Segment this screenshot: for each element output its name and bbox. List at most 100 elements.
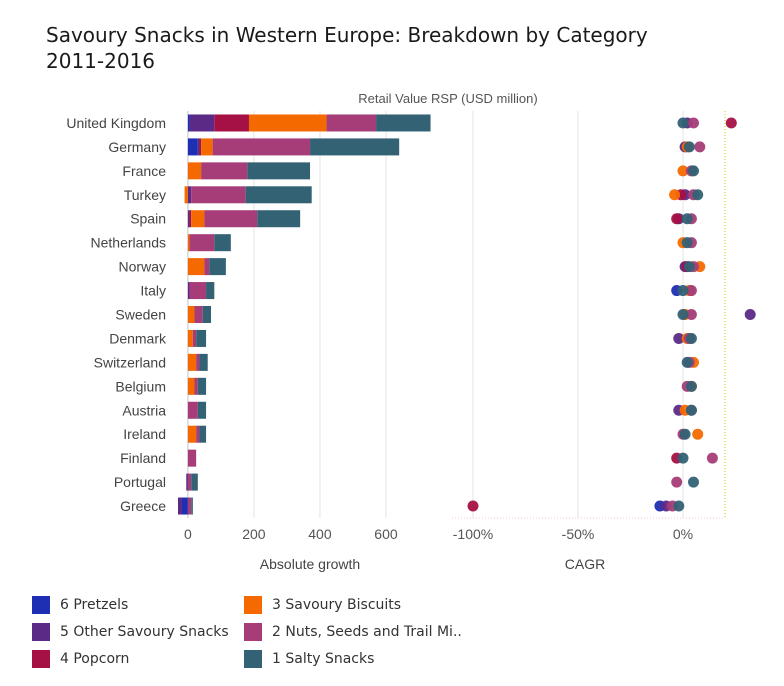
cagr-dot xyxy=(685,332,697,344)
bar-segment xyxy=(199,353,208,371)
bar-segment xyxy=(214,234,231,252)
category-label: Italy xyxy=(140,283,166,299)
cagr-dot xyxy=(688,476,699,488)
category-label: Switzerland xyxy=(94,354,166,370)
bar-segment xyxy=(201,162,248,180)
category-label: France xyxy=(122,163,166,179)
legend-item-other-savoury-snacks[interactable]: 5 Other Savoury Snacks xyxy=(32,623,229,641)
bar-segment xyxy=(247,162,311,180)
legend-item-salty-snacks[interactable]: 1 Salty Snacks xyxy=(244,650,374,668)
cagr-dot xyxy=(671,476,683,488)
bar-segment xyxy=(187,306,195,323)
category-label: Sweden xyxy=(115,307,166,323)
cagr-dot xyxy=(669,189,681,201)
bar-segment xyxy=(189,234,215,252)
cagr-dot xyxy=(744,309,756,320)
category-label: Greece xyxy=(120,498,166,514)
x-tick-label: 400 xyxy=(308,526,332,542)
category-label: Denmark xyxy=(109,330,167,346)
category-label: Belgium xyxy=(115,378,166,394)
bar-segment xyxy=(187,377,195,395)
cagr-dot xyxy=(671,213,683,225)
legend-item-pretzels[interactable]: 6 Pretzels xyxy=(32,596,128,614)
bar-segment xyxy=(197,138,200,156)
bar-segment xyxy=(181,497,188,515)
bar-segment xyxy=(187,282,190,300)
bar-segment xyxy=(187,234,190,252)
bar-segment xyxy=(197,377,207,395)
bar-segment xyxy=(191,186,246,204)
bar-segment xyxy=(187,258,205,276)
cagr-dot xyxy=(677,285,689,297)
legend-label: 1 Salty Snacks xyxy=(272,651,375,667)
category-label: Netherlands xyxy=(91,235,167,251)
bar-segment xyxy=(189,282,207,300)
bar-segment xyxy=(204,258,210,276)
cagr-dot xyxy=(683,261,695,273)
bar-segment xyxy=(209,258,226,276)
bar-segment xyxy=(186,473,188,491)
x-tick-label: 200 xyxy=(242,526,266,542)
category-label: Portugal xyxy=(114,474,166,490)
legend-swatch xyxy=(244,623,262,641)
category-label: Finland xyxy=(120,450,166,466)
cagr-dot xyxy=(467,500,479,512)
bar-segment xyxy=(191,497,193,515)
cagr-dot xyxy=(681,237,693,249)
cagr-dot xyxy=(677,452,689,464)
cagr-dot xyxy=(694,141,706,153)
bar-segment xyxy=(187,473,192,491)
bar-segment xyxy=(199,138,202,156)
cagr-dot xyxy=(706,452,718,464)
cagr-dot xyxy=(725,117,737,129)
cagr-dot xyxy=(681,356,693,368)
bar-segment xyxy=(191,210,205,228)
cagr-dot xyxy=(692,189,704,201)
bar-segment xyxy=(187,425,197,443)
bar-segment xyxy=(184,186,188,204)
legend-swatch xyxy=(244,650,262,668)
bar-segment xyxy=(178,497,182,515)
cagr-dot xyxy=(677,309,689,320)
bar-segment xyxy=(192,329,197,347)
cagr-dot xyxy=(685,309,697,320)
category-label: United Kingdom xyxy=(66,115,166,131)
axis-title-retail-value: Retail Value RSP (USD million) xyxy=(358,91,537,106)
cagr-dot xyxy=(685,285,697,297)
cagr-dot xyxy=(677,165,689,177)
cagr-dot xyxy=(673,500,685,512)
bar-segment xyxy=(187,114,190,132)
cagr-dot xyxy=(681,213,693,225)
legend-swatch xyxy=(32,623,50,641)
legend-label: 2 Nuts, Seeds and Trail Mi.. xyxy=(272,624,462,640)
cagr-dot xyxy=(685,380,697,392)
cagr-dot xyxy=(688,117,699,129)
bar-segment xyxy=(248,114,327,132)
bar-segment xyxy=(194,306,203,323)
x-tick-label: 0% xyxy=(673,526,693,542)
legend-label: 4 Popcorn xyxy=(60,651,130,667)
bar-segment xyxy=(201,138,213,156)
legend-label: 5 Other Savoury Snacks xyxy=(60,624,229,640)
bar-segment xyxy=(245,186,312,204)
category-label: Norway xyxy=(119,259,166,275)
bar-segment xyxy=(187,162,202,180)
x-tick-label: 600 xyxy=(374,526,398,542)
bar-segment xyxy=(187,401,198,419)
legend-item-nuts-seeds[interactable]: 2 Nuts, Seeds and Trail Mi.. xyxy=(244,623,462,641)
cagr-dot xyxy=(677,117,689,129)
legend-label: 6 Pretzels xyxy=(60,597,129,613)
category-label: Germany xyxy=(108,139,166,155)
bar-segment xyxy=(187,138,198,156)
bar-segment xyxy=(206,282,215,300)
category-label: Ireland xyxy=(123,426,166,442)
bar-segment xyxy=(191,473,198,491)
legend-item-popcorn[interactable]: 4 Popcorn xyxy=(32,650,129,668)
cagr-dot xyxy=(673,332,685,344)
bar-segment xyxy=(187,497,192,515)
legend-item-savoury-biscuits[interactable]: 3 Savoury Biscuits xyxy=(244,596,401,614)
cagr-dot xyxy=(692,428,704,440)
bar-segment xyxy=(310,138,400,156)
bar-segment xyxy=(187,329,193,347)
bar-segment xyxy=(196,353,200,371)
